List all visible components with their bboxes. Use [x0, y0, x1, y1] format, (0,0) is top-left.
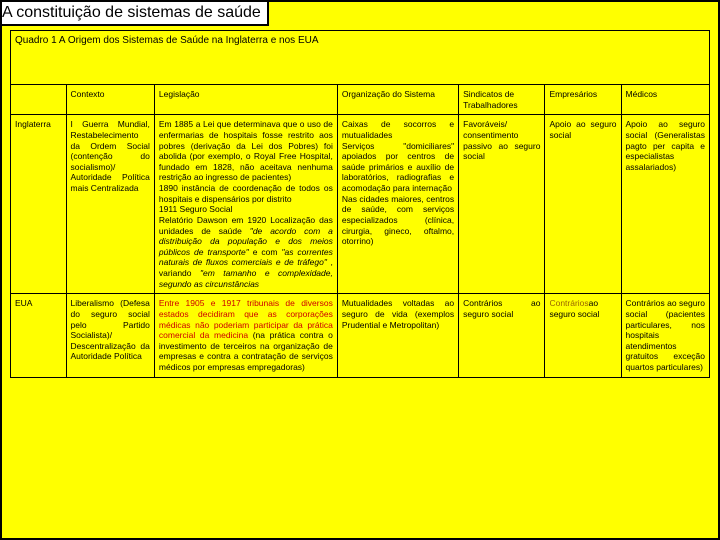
table-row-eua: EUA Liberalismo (Defesa do seguro social…	[11, 294, 710, 377]
cell-organizacao: Caixas de socorros e mutualidades Serviç…	[337, 115, 458, 294]
table-caption-row: Quadro 1 A Origem dos Sistemas de Saúde …	[11, 31, 710, 85]
header-sindicatos: Sindicatos de Trabalhadores	[459, 85, 545, 115]
cell-sindicatos: Contrários ao seguro social	[459, 294, 545, 377]
header-organizacao: Organização do Sistema	[337, 85, 458, 115]
cell-country: EUA	[11, 294, 67, 377]
cell-medicos: Apoio ao seguro social (Generalistas pag…	[621, 115, 709, 294]
table-row-inglaterra: Inglaterra I Guerra Mundial, Restabeleci…	[11, 115, 710, 294]
leg-part3: 1911 Seguro Social	[159, 204, 233, 214]
table-caption: Quadro 1 A Origem dos Sistemas de Saúde …	[11, 31, 710, 85]
cell-organizacao: Mutualidades voltadas ao seguro de vida …	[337, 294, 458, 377]
header-medicos: Médicos	[621, 85, 709, 115]
cell-contexto: I Guerra Mundial, Restabelecimento da Or…	[66, 115, 154, 294]
page-title: A constituição de sistemas de saúde	[0, 0, 269, 26]
cell-sindicatos: Favoráveis/ consentimento passivo ao seg…	[459, 115, 545, 294]
header-empresarios: Empresários	[545, 85, 621, 115]
cell-legislacao: Entre 1905 e 1917 tribunais de diversos …	[154, 294, 337, 377]
emp-brown: Contrários	[549, 298, 588, 308]
page-container: A constituição de sistemas de saúde Quad…	[0, 0, 720, 540]
cell-empresarios: Contráriosao seguro social	[545, 294, 621, 377]
cell-legislacao: Em 1885 a Lei que determinava que o uso …	[154, 115, 337, 294]
comparison-table: Quadro 1 A Origem dos Sistemas de Saúde …	[10, 30, 710, 378]
header-row: Contexto Legislação Organização do Siste…	[11, 85, 710, 115]
header-blank	[11, 85, 67, 115]
header-contexto: Contexto	[66, 85, 154, 115]
cell-medicos: Contrários ao seguro social (pacientes p…	[621, 294, 709, 377]
leg-part1: Em 1885 a Lei que determinava que o uso …	[159, 119, 333, 182]
leg-mid: e com	[249, 247, 282, 257]
header-legislacao: Legislação	[154, 85, 337, 115]
cell-country: Inglaterra	[11, 115, 67, 294]
cell-contexto: Liberalismo (Defesa do seguro social pel…	[66, 294, 154, 377]
caption-text: Quadro 1 A Origem dos Sistemas de Saúde …	[15, 35, 319, 46]
cell-empresarios: Apoio ao seguro social	[545, 115, 621, 294]
leg-part2: 1890 instância de coordenação de todos o…	[159, 183, 333, 204]
